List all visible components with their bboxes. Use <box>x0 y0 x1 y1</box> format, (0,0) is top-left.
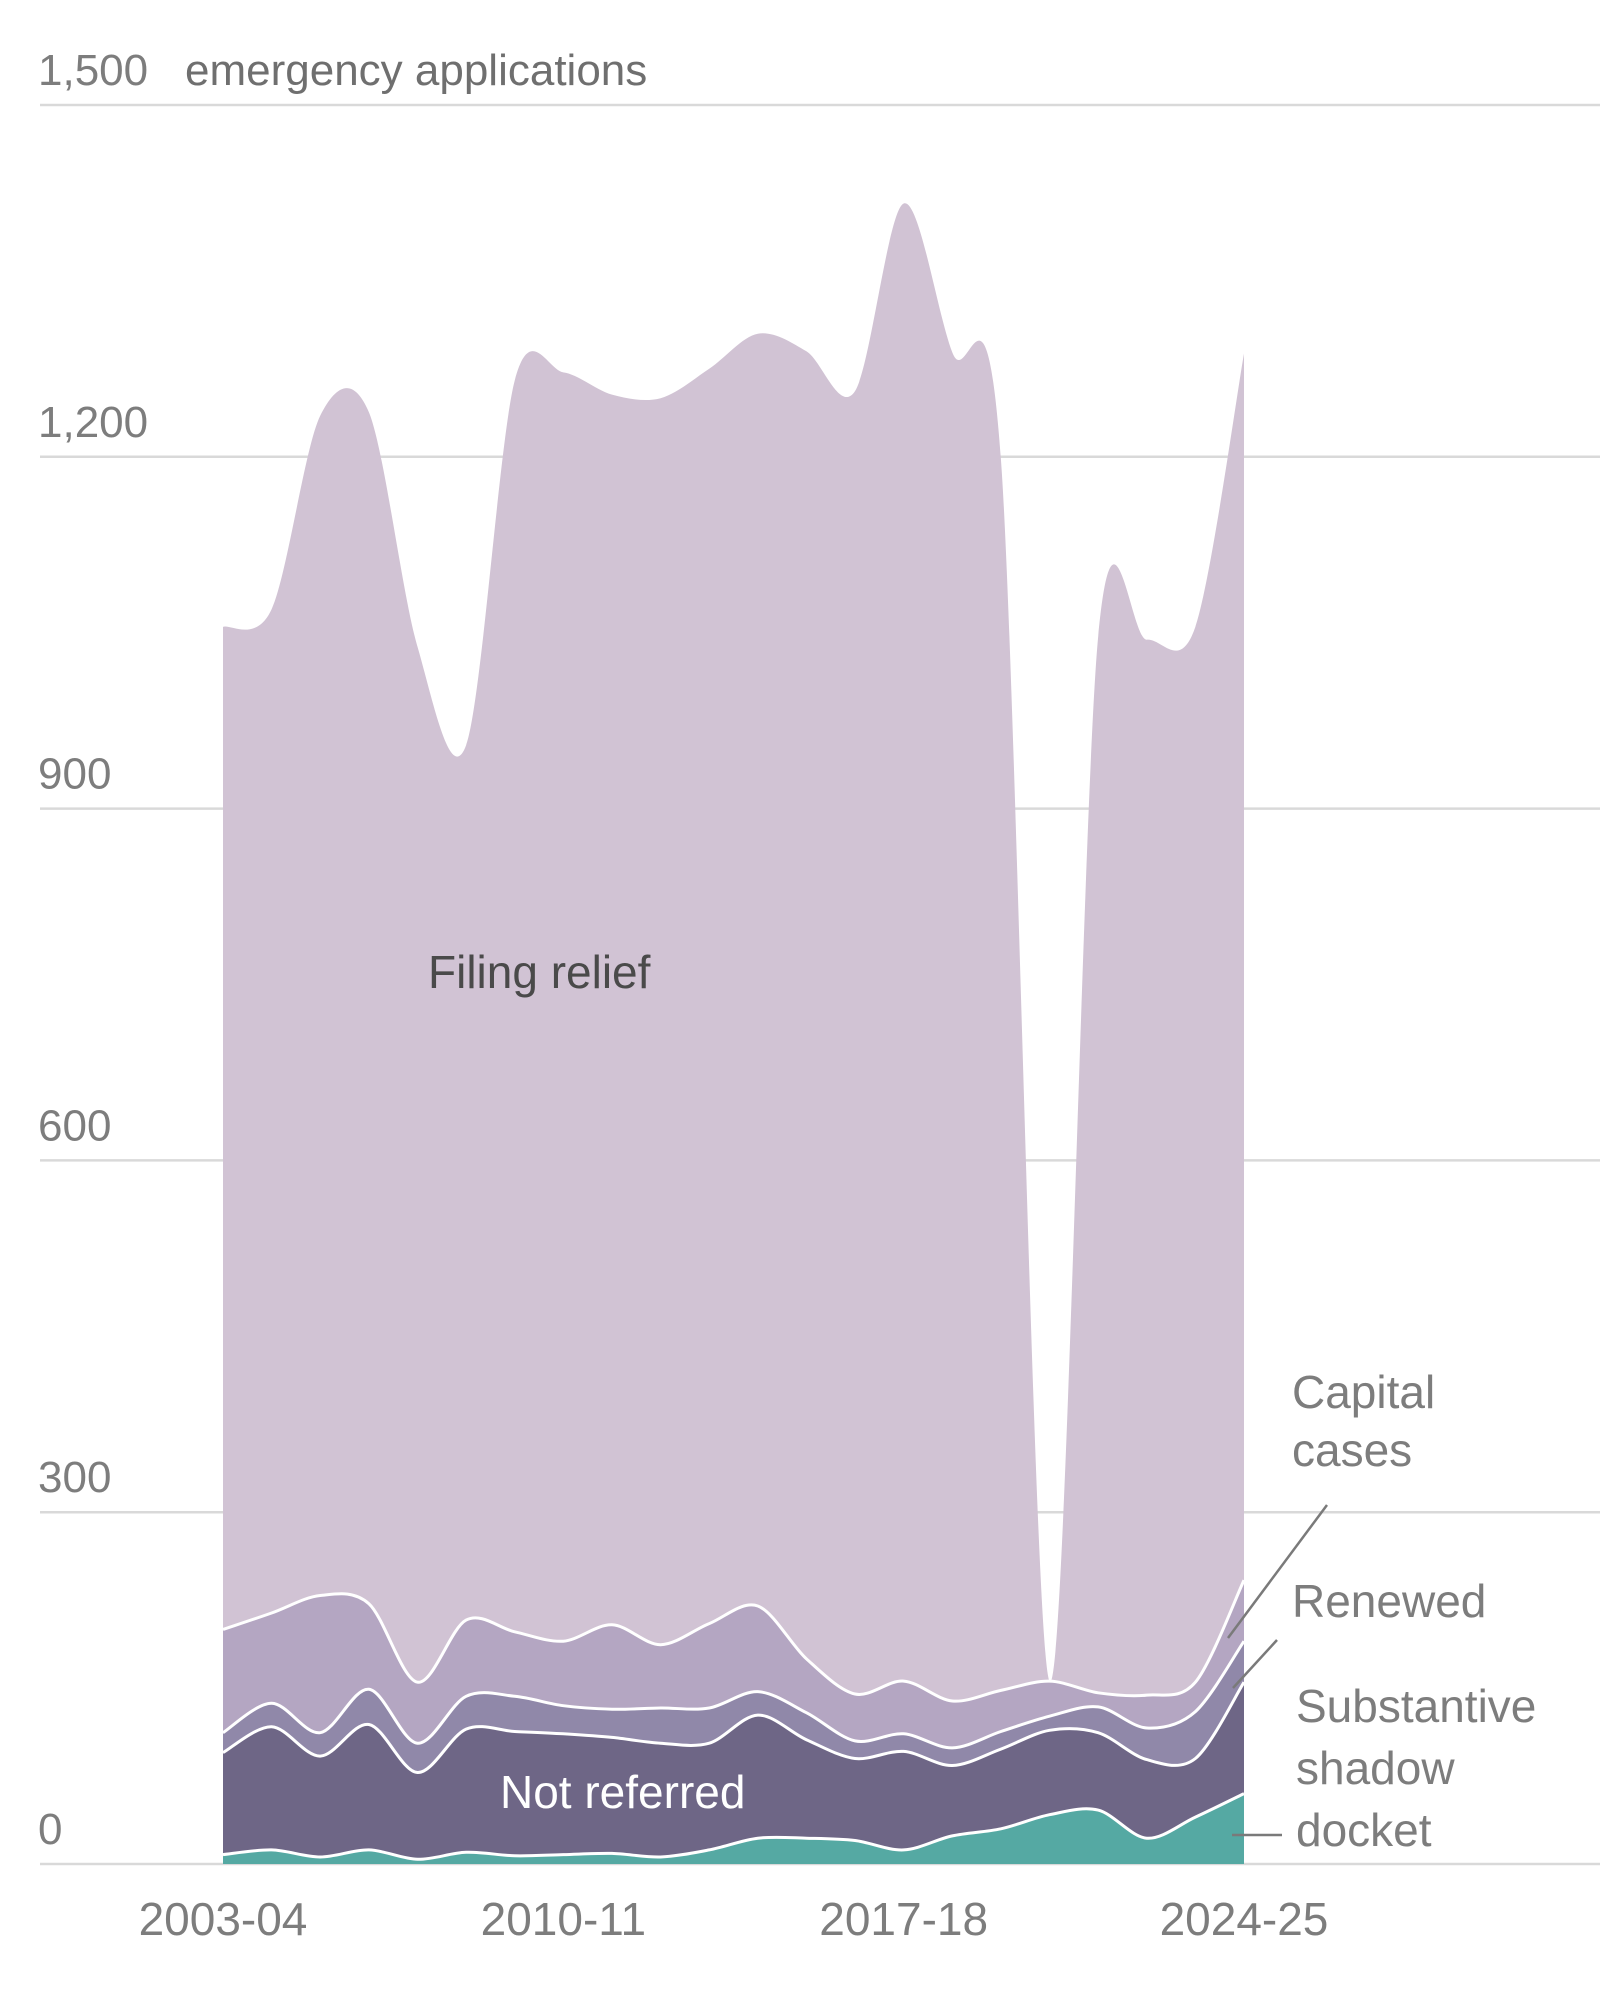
area-not-referred <box>223 1682 1244 1860</box>
y-tick-600: 600 <box>38 1101 111 1150</box>
inline-series-labels: Filing relief Not referred <box>428 946 745 1818</box>
label-capital-cases: Capital cases <box>1292 1366 1435 1476</box>
label-substantive-shadow-docket: Substantive shadow docket <box>1296 1680 1536 1856</box>
area-renewed <box>223 1641 1244 1773</box>
y-tick-300: 300 <box>38 1453 111 1502</box>
y-tick-900: 900 <box>38 750 111 799</box>
unit-label: emergency applications <box>185 46 647 95</box>
area-substantive-shadow-docket <box>223 1793 1244 1864</box>
boundary-not-referred <box>222 1681 1246 1775</box>
leader-renewed <box>1232 1639 1278 1689</box>
boundary-capital-cases <box>222 1579 1246 1703</box>
y-tick-1500: 1,500 <box>38 46 148 95</box>
y-tick-1200: 1,200 <box>38 398 148 447</box>
side-series-labels: Capital cases Renewed Substantive shadow dock… <box>1226 1366 1536 1856</box>
label-not-referred: Not referred <box>500 1766 745 1818</box>
boundary-renewed <box>222 1640 1246 1750</box>
y-axis-ticks: 0 300 600 900 1,200 1,500 <box>38 46 148 1854</box>
boundary-substantive-shadow-docket <box>222 1792 1245 1861</box>
y-tick-0: 0 <box>38 1805 62 1854</box>
x-tick-2010-11: 2010-11 <box>481 1893 646 1945</box>
label-filing-relief: Filing relief <box>428 946 651 998</box>
area-filing-relief <box>223 203 1244 1702</box>
x-tick-2003-04: 2003-04 <box>139 1893 308 1945</box>
leader-capital-cases <box>1226 1504 1329 1639</box>
area-capital-cases <box>223 1580 1244 1748</box>
x-axis-ticks: 2003-04 2010-11 2017-18 2024-25 <box>139 1893 1329 1945</box>
area-layers <box>223 203 1244 1864</box>
label-renewed: Renewed <box>1292 1575 1486 1627</box>
series-boundaries <box>222 1579 1246 1861</box>
x-tick-2017-18: 2017-18 <box>819 1893 988 1945</box>
x-tick-2024-25: 2024-25 <box>1160 1893 1329 1945</box>
